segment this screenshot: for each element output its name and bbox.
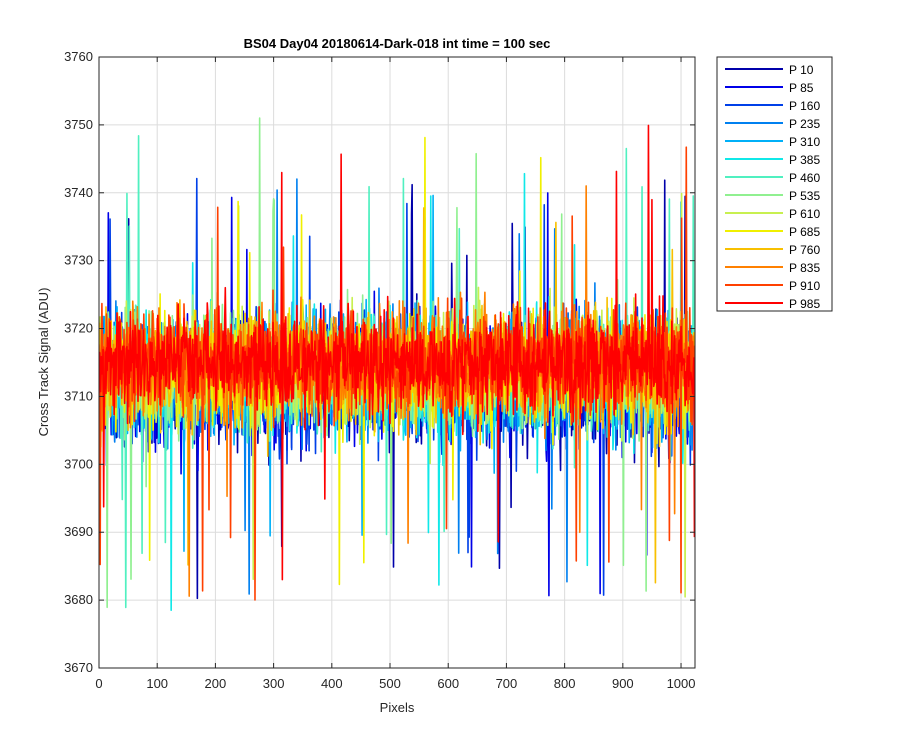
x-tick-label: 500: [379, 676, 401, 691]
legend: P 10 P 85 P 160 P 235 P 310 P 385 P 460 P 535 P …: [716, 56, 833, 312]
plot-area: [98, 56, 696, 669]
x-tick-label: 200: [205, 676, 227, 691]
x-tick-label: 400: [321, 676, 343, 691]
y-tick-label: 3720: [64, 321, 93, 336]
legend-label: P 610: [789, 207, 820, 221]
x-axis-label: Pixels: [380, 700, 415, 715]
legend-item: P 910: [725, 279, 820, 293]
legend-item: P 10: [725, 63, 814, 77]
y-tick-label: 3760: [64, 49, 93, 64]
legend-item: P 235: [725, 117, 820, 131]
legend-item: P 760: [725, 243, 820, 257]
y-axis-ticks: 3670 3680 3690 3700 3710 3720 3730 3740 3750 3760: [64, 49, 695, 675]
legend-label: P 160: [789, 99, 820, 113]
x-axis-ticks: 0 100 200 300 400 500 600 700 800 900 1000: [95, 57, 695, 691]
x-tick-label: 300: [263, 676, 285, 691]
chart-title: BS04 Day04 20180614-Dark-018 int time = …: [244, 36, 551, 51]
series-line: [99, 124, 695, 581]
y-axis-label: Cross Track Signal (ADU): [36, 288, 51, 437]
legend-label: P 985: [789, 297, 820, 311]
y-tick-label: 3730: [64, 253, 93, 268]
y-tick-label: 3750: [64, 117, 93, 132]
legend-item: P 85: [725, 81, 814, 95]
series-lines: [99, 117, 695, 611]
legend-item: P 835: [725, 261, 820, 275]
legend-item: P 460: [725, 171, 820, 185]
legend-label: P 910: [789, 279, 820, 293]
x-tick-label: 600: [437, 676, 459, 691]
legend-item: P 610: [725, 207, 820, 221]
x-tick-label: 100: [146, 676, 168, 691]
y-tick-label: 3700: [64, 456, 93, 471]
legend-label: P 10: [789, 63, 814, 77]
plot-frame: [98, 56, 696, 669]
y-tick-label: 3670: [64, 660, 93, 675]
x-tick-label: 900: [612, 676, 634, 691]
legend-label: P 310: [789, 135, 820, 149]
legend-label: P 760: [789, 243, 820, 257]
x-tick-label: 1000: [667, 676, 696, 691]
legend-label: P 235: [789, 117, 820, 131]
legend-item: P 310: [725, 135, 820, 149]
legend-item: P 160: [725, 99, 820, 113]
y-tick-label: 3710: [64, 388, 93, 403]
y-tick-label: 3690: [64, 524, 93, 539]
legend-item: P 385: [725, 153, 820, 167]
x-tick-label: 700: [496, 676, 518, 691]
legend-label: P 535: [789, 189, 820, 203]
legend-label: P 835: [789, 261, 820, 275]
legend-box: [716, 56, 833, 312]
legend-item: P 685: [725, 225, 820, 239]
x-tick-label: 0: [95, 676, 102, 691]
legend-item: P 985: [725, 297, 820, 311]
legend-label: P 385: [789, 153, 820, 167]
y-tick-label: 3740: [64, 185, 93, 200]
legend-label: P 85: [789, 81, 814, 95]
x-tick-label: 800: [554, 676, 576, 691]
legend-label: P 460: [789, 171, 820, 185]
legend-item: P 535: [725, 189, 820, 203]
legend-label: P 685: [789, 225, 820, 239]
y-tick-label: 3680: [64, 592, 93, 607]
